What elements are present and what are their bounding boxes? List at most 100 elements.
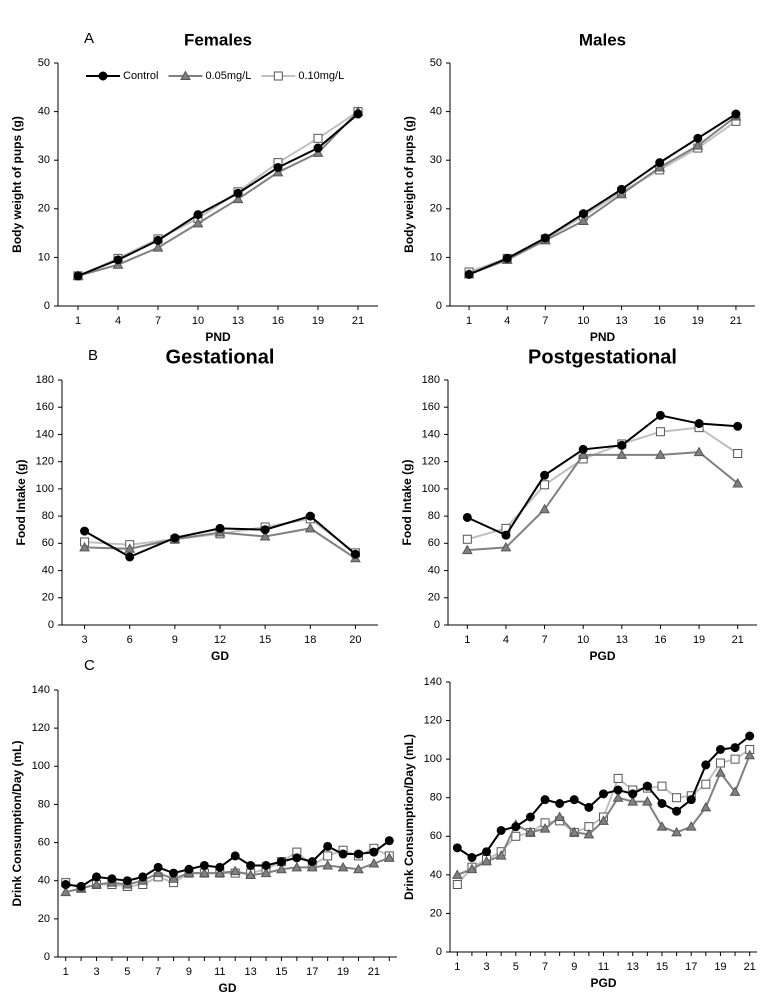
- data-point: [540, 795, 550, 805]
- data-point: [80, 526, 90, 536]
- y-tick-label: 0: [436, 946, 442, 958]
- data-point: [466, 863, 478, 874]
- data-point: [467, 853, 477, 862]
- y-tick-label: 140: [422, 428, 440, 440]
- x-tick-label: 21: [730, 315, 742, 327]
- data-point: [599, 789, 608, 799]
- y-tick-label: 100: [422, 483, 440, 495]
- y-tick-label: 20: [38, 913, 50, 925]
- data-point: [694, 419, 704, 429]
- data-point: [461, 544, 473, 555]
- y-tick-label: 10: [38, 251, 50, 263]
- data-point: [153, 862, 163, 872]
- data-point: [617, 440, 627, 450]
- data-point: [628, 789, 638, 799]
- y-tick-label: 120: [424, 714, 442, 726]
- y-tick-label: 120: [36, 456, 54, 468]
- x-tick-label: 19: [693, 634, 705, 646]
- panel-label: A: [84, 30, 94, 47]
- data-point: [246, 860, 256, 870]
- y-tick-label: 160: [422, 401, 440, 413]
- data-point: [525, 826, 536, 837]
- x-tick-label: 16: [272, 315, 284, 327]
- data-point: [462, 534, 472, 544]
- chart-title: Females: [184, 30, 252, 49]
- y-tick-label: 0: [44, 300, 50, 312]
- series-line: [466, 414, 738, 537]
- x-tick-label: 13: [232, 315, 244, 327]
- data-point: [495, 850, 507, 860]
- y-tick-label: 20: [430, 203, 442, 215]
- data-point: [554, 811, 565, 821]
- data-point: [153, 235, 163, 245]
- data-point: [73, 271, 83, 281]
- legend-marker: [273, 71, 283, 81]
- data-point: [701, 760, 711, 770]
- data-point: [617, 184, 627, 194]
- y-axis-label: Food Intake (g): [400, 460, 414, 546]
- series-line: [77, 113, 359, 277]
- data-point: [260, 525, 270, 535]
- x-tick-label: 10: [192, 315, 204, 327]
- data-point: [685, 821, 697, 831]
- data-point: [229, 865, 241, 876]
- data-point: [107, 874, 117, 884]
- x-tick-label: 4: [503, 634, 509, 646]
- x-tick-label: 13: [244, 966, 256, 978]
- y-tick-label: 50: [38, 57, 50, 69]
- data-point: [642, 796, 653, 806]
- data-point: [276, 863, 287, 874]
- series-line: [468, 115, 737, 276]
- x-tick-label: 3: [483, 961, 489, 973]
- x-tick-label: 19: [714, 961, 726, 973]
- x-tick-label: 15: [275, 966, 287, 978]
- x-tick-label: 15: [259, 634, 271, 646]
- data-point: [539, 823, 551, 833]
- x-tick-label: 4: [504, 315, 510, 327]
- data-point: [577, 449, 589, 459]
- y-axis-label: Food Intake (g): [14, 460, 28, 546]
- x-tick-label: 17: [685, 961, 697, 973]
- panel-label: B: [88, 347, 98, 364]
- data-point: [305, 511, 315, 521]
- data-point: [656, 821, 668, 831]
- x-tick-label: 7: [542, 961, 548, 973]
- x-tick-label: 21: [352, 315, 364, 327]
- y-tick-label: 40: [430, 869, 442, 881]
- x-tick-label: 1: [75, 315, 81, 327]
- data-point: [655, 449, 666, 459]
- data-point: [613, 773, 623, 783]
- x-tick-label: 15: [656, 961, 668, 973]
- data-point: [671, 826, 682, 837]
- data-point: [700, 801, 712, 812]
- x-tick-label: 9: [186, 966, 192, 978]
- y-tick-label: 60: [428, 537, 440, 549]
- y-tick-label: 30: [430, 154, 442, 166]
- data-point: [169, 868, 179, 878]
- panel-label: C: [84, 657, 95, 674]
- data-point: [578, 215, 589, 225]
- data-point: [232, 193, 244, 204]
- y-tick-label: 0: [434, 619, 440, 631]
- data-point: [657, 799, 667, 808]
- data-point: [451, 869, 463, 879]
- data-point: [291, 861, 303, 872]
- data-point: [214, 867, 226, 878]
- data-point: [350, 549, 360, 559]
- data-point: [655, 427, 665, 437]
- data-point: [496, 826, 506, 835]
- x-tick-label: 19: [312, 315, 324, 327]
- y-tick-label: 120: [422, 456, 440, 468]
- x-tick-label: 13: [627, 961, 639, 973]
- data-point: [715, 767, 726, 777]
- x-axis-label: PND: [205, 330, 231, 344]
- data-point: [500, 541, 512, 552]
- chart-title: Gestational: [166, 346, 275, 368]
- data-point: [539, 503, 550, 514]
- data-point: [233, 188, 243, 198]
- data-point: [598, 815, 609, 825]
- data-point: [540, 470, 550, 480]
- chart-title: Males: [579, 30, 626, 49]
- x-axis-label: PGD: [589, 649, 615, 663]
- data-point: [122, 876, 132, 886]
